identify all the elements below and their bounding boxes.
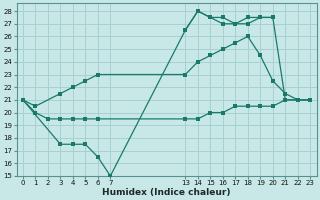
X-axis label: Humidex (Indice chaleur): Humidex (Indice chaleur)	[102, 188, 231, 197]
